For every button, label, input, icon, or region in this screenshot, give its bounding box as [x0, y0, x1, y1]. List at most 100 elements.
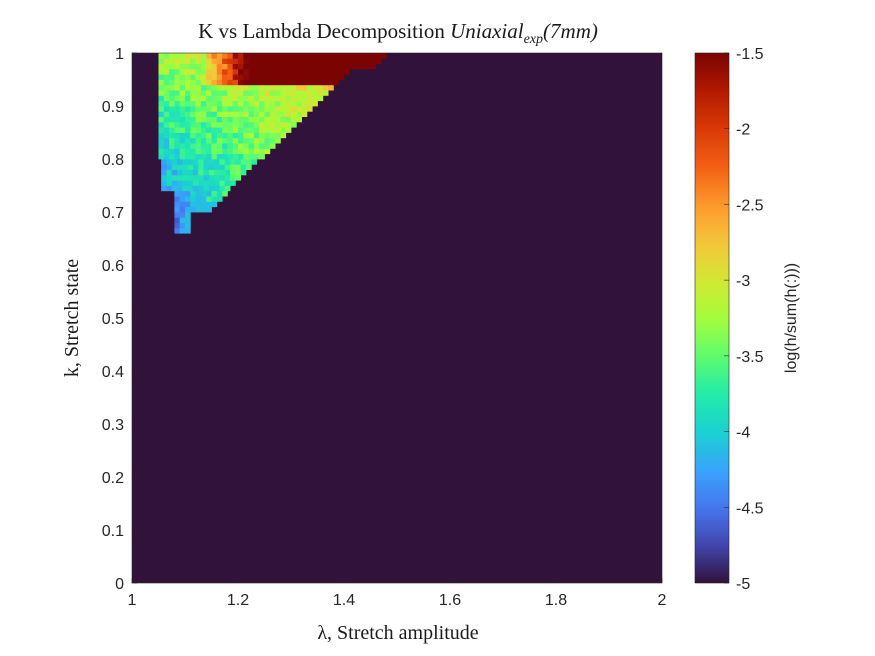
heatmap-cell: [333, 79, 340, 86]
heatmap-cell: [200, 106, 207, 112]
heatmap-cell: [195, 74, 202, 80]
heatmap-cell: [195, 84, 202, 91]
heatmap-cell: [243, 132, 249, 139]
heatmap-cell: [158, 137, 165, 144]
heatmap-cell: [312, 90, 318, 96]
heatmap-cell: [243, 143, 249, 149]
colorbar-tick-label: -4.5: [736, 500, 764, 517]
heatmap-cell: [190, 58, 196, 64]
heatmap-cell: [301, 63, 308, 70]
heatmap-cell: [182, 169, 189, 176]
heatmap-cell: [301, 106, 308, 112]
heatmap-cell: [238, 68, 244, 75]
heatmap-cell: [243, 153, 249, 160]
heatmap-cell: [232, 148, 239, 155]
heatmap-cell: [248, 74, 255, 80]
heatmap-cell: [253, 111, 260, 117]
heatmap-cell: [227, 148, 234, 155]
heatmap-cell: [174, 79, 181, 86]
heatmap-cell: [195, 68, 202, 75]
heatmap-cell: [333, 63, 340, 70]
heatmap-cell: [216, 90, 223, 96]
heatmap-cell: [163, 116, 170, 123]
heatmap-cell: [222, 90, 228, 96]
heatmap-cell: [227, 116, 234, 123]
heatmap-cell: [227, 132, 234, 139]
heatmap-cell: [285, 79, 292, 86]
heatmap-cell: [185, 143, 191, 149]
heatmap-cell: [312, 84, 318, 91]
heatmap-cell: [275, 132, 281, 139]
heatmap-cell: [227, 68, 234, 75]
heatmap-cell: [354, 63, 361, 70]
heatmap-cell: [285, 74, 292, 80]
heatmap-cell: [185, 63, 191, 70]
heatmap-cell: [285, 111, 292, 117]
heatmap-cell: [238, 127, 244, 133]
heatmap-cell: [269, 74, 276, 80]
heatmap-cell: [269, 53, 276, 59]
heatmap-cell: [211, 111, 218, 117]
heatmap-cell: [280, 90, 287, 96]
heatmap-cell: [264, 106, 271, 112]
heatmap-cell: [280, 53, 287, 59]
heatmap-cell: [169, 84, 175, 91]
heatmap-cell: [211, 58, 218, 64]
heatmap-cell: [317, 63, 324, 70]
heatmap-cell: [190, 121, 196, 128]
heatmap-cell: [285, 100, 292, 107]
heatmap-cell: [200, 63, 207, 70]
heatmap-cell: [211, 100, 218, 107]
heatmap-cell: [253, 153, 260, 160]
heatmap-cell: [232, 63, 239, 70]
heatmap-cell: [317, 90, 324, 96]
heatmap-cell: [333, 68, 340, 75]
heatmap-cell: [235, 159, 242, 165]
heatmap-cell: [195, 63, 202, 70]
heatmap-cell: [306, 95, 313, 102]
heatmap-cell: [232, 74, 239, 80]
heatmap-cell: [253, 84, 260, 91]
heatmap-cell: [248, 116, 255, 123]
x-axis: 1 1.2 1.4 1.6 1.8 2: [128, 578, 667, 609]
heatmap-cell: [169, 53, 175, 59]
heatmap-cell: [253, 148, 260, 155]
heatmap-cell: [206, 100, 212, 107]
heatmap-cell: [200, 95, 207, 102]
heatmap-cell: [317, 95, 324, 102]
heatmap-cell: [243, 74, 249, 80]
heatmap-cell: [248, 153, 255, 160]
colorbar-axis: -5 -4.5 -4 -3.5 -3 -2.5 -2 -1.5: [724, 46, 764, 593]
heatmap-cell: [158, 148, 165, 155]
heatmap-cell: [275, 116, 281, 123]
heatmap-cell: [195, 95, 202, 102]
heatmap-cell: [317, 53, 324, 59]
heatmap-cell: [195, 137, 202, 144]
heatmap-cell: [222, 84, 228, 91]
heatmap-cell: [174, 227, 181, 234]
heatmap-cell: [171, 169, 178, 176]
heatmap-cell: [344, 68, 350, 75]
heatmap-cell: [280, 132, 287, 139]
heatmap-cell: [322, 79, 329, 86]
heatmap-cell: [211, 190, 218, 197]
heatmap-cell: [169, 121, 175, 128]
heatmap-cell: [296, 106, 302, 112]
heatmap-cell: [269, 132, 276, 139]
heatmap-cell: [190, 84, 196, 91]
heatmap-cell: [280, 95, 287, 102]
heatmap-cell: [169, 111, 175, 117]
heatmap-cell: [195, 127, 202, 133]
heatmap-cell: [198, 164, 204, 170]
heatmap-cell: [312, 68, 318, 75]
heatmap-cell: [338, 74, 345, 80]
y-tick-label: 0.5: [102, 311, 124, 328]
heatmap-cell: [275, 106, 281, 112]
heatmap-cell: [291, 63, 297, 70]
heatmap-cell: [185, 148, 191, 155]
heatmap-cell: [253, 63, 260, 70]
heatmap-cell: [219, 174, 226, 181]
heatmap-cell: [190, 95, 196, 102]
heatmap-cell: [264, 137, 271, 144]
heatmap-cell: [163, 153, 170, 160]
